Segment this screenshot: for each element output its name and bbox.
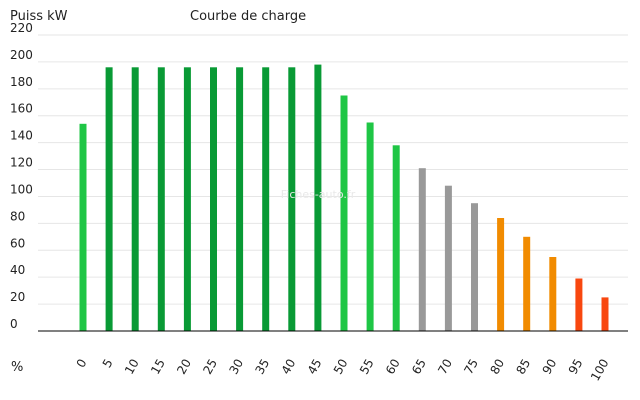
- y-tick-label: 0: [10, 317, 18, 331]
- x-tick-label: 30: [226, 357, 246, 377]
- y-tick-labels: 0 20 40 60 80 100 120 140 160 180 200 220: [10, 21, 33, 331]
- x-tick-label: 50: [331, 357, 351, 377]
- x-tick-label: 40: [279, 357, 299, 377]
- bar: [314, 64, 322, 331]
- x-tick-label: 10: [122, 357, 142, 377]
- bars: [79, 64, 609, 332]
- y-tick-label: 80: [10, 209, 25, 223]
- x-tick-label: 70: [435, 357, 455, 377]
- bar: [549, 257, 557, 331]
- x-tick-label: 25: [200, 357, 220, 377]
- bar: [79, 123, 87, 331]
- bar: [183, 67, 191, 332]
- y-axis-title: Puiss kW: [10, 9, 68, 24]
- x-tick-label: 55: [357, 357, 377, 377]
- x-tick-label: 5: [100, 357, 116, 371]
- bar: [262, 67, 270, 332]
- x-tick-label: 95: [566, 357, 586, 377]
- y-tick-label: 20: [10, 290, 25, 304]
- x-tick-label: 0: [74, 357, 90, 371]
- grid-lines: [38, 34, 628, 305]
- bar: [575, 278, 583, 331]
- x-tick-label: 15: [148, 357, 168, 377]
- bar: [340, 95, 348, 331]
- bar: [523, 236, 531, 331]
- y-tick-label: 180: [10, 75, 33, 89]
- bar: [288, 67, 296, 332]
- bar: [236, 67, 244, 332]
- bar: [601, 297, 609, 331]
- x-tick-label: 20: [174, 357, 194, 377]
- y-tick-label: 140: [10, 129, 33, 143]
- bar: [392, 145, 400, 331]
- x-tick-labels: 0 5 10 15 20 25 30 35 40 45 50 55 60 65 70 75 80 85 90 95 10…: [74, 357, 612, 384]
- x-tick-label: 45: [305, 357, 325, 377]
- y-tick-label: 160: [10, 102, 33, 116]
- bar: [418, 168, 426, 331]
- x-tick-label: 80: [487, 357, 507, 377]
- bar: [366, 122, 374, 331]
- bar: [471, 203, 478, 331]
- bar: [210, 67, 217, 332]
- x-tick-label: 90: [540, 357, 560, 377]
- y-tick-label: 100: [10, 182, 33, 196]
- bar: [444, 185, 452, 331]
- y-tick-label: 220: [10, 21, 33, 35]
- bar: [105, 67, 113, 332]
- x-tick-label: 35: [253, 357, 273, 377]
- bar: [131, 67, 139, 332]
- y-tick-label: 60: [10, 236, 25, 250]
- x-tick-label: 65: [409, 357, 429, 377]
- y-tick-label: 120: [10, 156, 33, 170]
- x-tick-label: 75: [461, 357, 481, 377]
- x-tick-label: 60: [383, 357, 403, 377]
- bar: [497, 218, 505, 331]
- x-tick-label: 85: [514, 357, 534, 377]
- bar: [157, 67, 165, 332]
- x-tick-label: 100: [588, 357, 612, 384]
- watermark: Fiches-auto.fr: [281, 188, 356, 201]
- y-tick-label: 200: [10, 48, 33, 62]
- y-tick-label: 40: [10, 263, 25, 277]
- chart-title: Courbe de charge: [190, 9, 306, 24]
- x-axis-title: %: [11, 360, 23, 375]
